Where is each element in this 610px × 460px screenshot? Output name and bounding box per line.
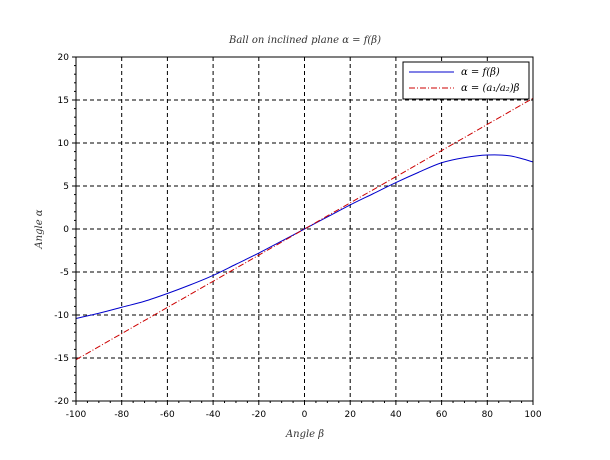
- y-tick-label: 5: [63, 182, 69, 192]
- x-tick-label: 40: [390, 410, 402, 420]
- x-tick-label: 0: [302, 410, 308, 420]
- y-tick-label: 20: [58, 53, 70, 63]
- series-line-0: [75, 154, 534, 319]
- x-axis-label: Angle β: [285, 429, 324, 440]
- x-tick-label: 100: [524, 410, 541, 420]
- x-tick-label: 80: [482, 410, 494, 420]
- x-tick-label: -80: [114, 410, 129, 420]
- y-tick-label: -5: [60, 268, 69, 278]
- y-axis-label: Angle α: [34, 209, 45, 249]
- legend-label-f-beta: α = f(β): [461, 67, 500, 78]
- x-tick-label: -40: [206, 410, 221, 420]
- y-tick-label: -20: [54, 397, 69, 407]
- legend-box: [402, 61, 530, 100]
- y-tick-label: 15: [58, 96, 69, 106]
- axis-ticks: -100 -80 -60 -40 -20 0 20 40 60 80 100 20 15 10 5 0 -5 -1…: [54, 53, 542, 420]
- y-tick-label: -15: [54, 354, 69, 364]
- y-tick-label: -10: [54, 311, 69, 321]
- y-tick-label: 10: [58, 139, 70, 149]
- x-tick-label: 20: [344, 410, 356, 420]
- plot-series: [75, 97, 534, 361]
- legend-label-linear: α = (a₁/a₂)β: [461, 83, 520, 94]
- x-tick-label: -20: [251, 410, 266, 420]
- x-tick-label: -100: [66, 410, 87, 420]
- y-tick-label: 0: [63, 225, 69, 235]
- x-tick-label: -60: [160, 410, 175, 420]
- x-tick-label: 60: [436, 410, 448, 420]
- chart-title: Ball on inclined plane α = f(β): [228, 35, 381, 46]
- legend: α = f(β) α = (a₁/a₂)β: [402, 61, 530, 100]
